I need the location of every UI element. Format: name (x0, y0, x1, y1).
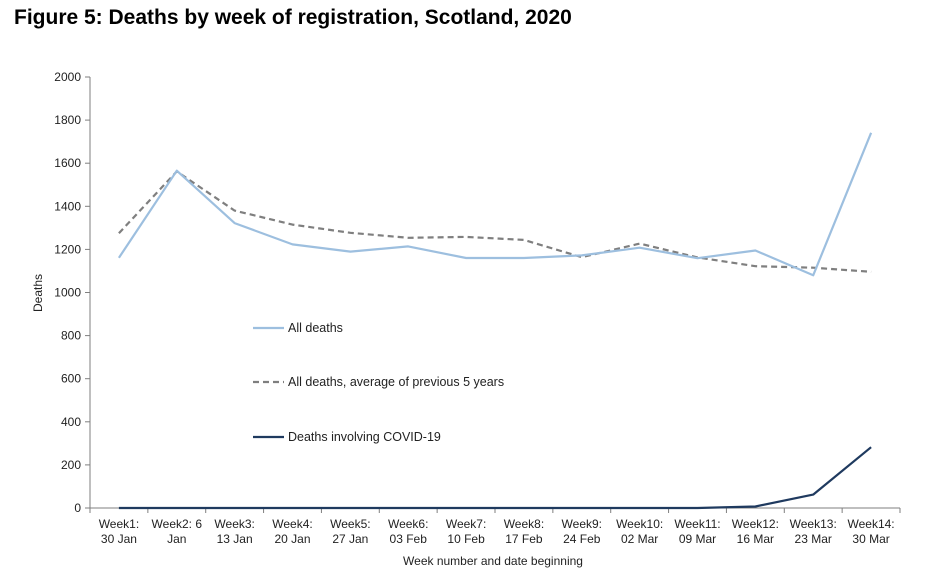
y-tick-label: 200 (61, 458, 81, 472)
y-tick-label: 1800 (54, 113, 81, 127)
y-tick-label: 1200 (54, 242, 81, 256)
y-axis-ticks: 0 200 400 600 800 1000 1200 1400 1600 1800 2000 (54, 70, 90, 515)
y-tick-label: 400 (61, 415, 81, 429)
x-tick-label: Week12: 16 Mar (732, 517, 779, 546)
series-line-2 (118, 170, 872, 273)
legend-label: All deaths, average of previous 5 years (288, 375, 504, 389)
y-tick-label: 1000 (54, 286, 81, 300)
x-tick-label: Week4: 20 Jan (272, 517, 312, 546)
y-tick-label: 1600 (54, 156, 81, 170)
x-tick-label: Week6: 03 Feb (388, 517, 428, 546)
x-tick-label: Week5: 27 Jan (330, 517, 370, 546)
y-tick-label: 1400 (54, 199, 81, 213)
legend-label: Deaths involving COVID-19 (288, 430, 441, 444)
x-tick-label: Week3: 13 Jan (214, 517, 254, 546)
chart-title: Figure 5: Deaths by week of registration… (14, 6, 572, 29)
x-tick-label: Week8: 17 Feb (504, 517, 544, 546)
y-tick-label: 2000 (54, 70, 81, 84)
y-tick-label: 0 (74, 501, 81, 515)
x-tick-label: Week14: 30 Mar (848, 517, 895, 546)
x-tick-label: Week1: 30 Jan (99, 517, 139, 546)
chart-axes (89, 77, 900, 509)
chart-legend: All deaths All deaths, average of previou… (253, 321, 504, 444)
series-lines (117, 132, 873, 510)
x-axis-ticks: Week1: 30 Jan Week2: 6 Jan Week3: 13 Jan Week4… (89, 508, 901, 546)
x-tick-label: Week2: 6 Jan (152, 517, 203, 546)
y-tick-label: 600 (61, 372, 81, 386)
series-line-1 (117, 132, 873, 277)
series-line-3 (118, 446, 872, 510)
x-tick-label: Week11: 09 Mar (674, 517, 720, 546)
legend-label: All deaths (288, 321, 343, 335)
x-tick-label: Week13: 23 Mar (790, 517, 837, 546)
x-tick-label: Week9: 24 Feb (562, 517, 602, 546)
x-axis-title: Week number and date beginning (403, 554, 583, 568)
y-axis-title: Deaths (31, 274, 45, 312)
y-tick-label: 800 (61, 329, 81, 343)
x-tick-label: Week7: 10 Feb (446, 517, 486, 546)
x-tick-label: Week10: 02 Mar (616, 517, 663, 546)
